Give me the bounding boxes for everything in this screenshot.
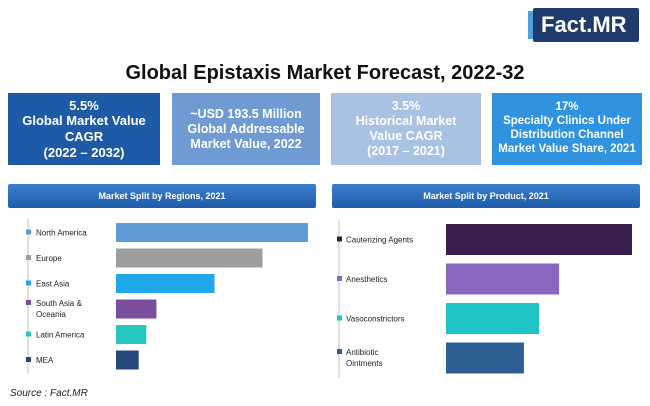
category-label: North America xyxy=(36,229,87,238)
bar xyxy=(446,342,524,374)
regions-bar-chart: North America Europe East Asia South Asia &… xyxy=(8,208,316,378)
kpi-label: Global Market Value xyxy=(22,113,146,129)
legend-marker xyxy=(26,300,31,305)
kpi-period: (2022 – 2032) xyxy=(43,144,125,160)
category-label: Antibiotic xyxy=(346,348,378,357)
category-label: Anesthetics xyxy=(346,275,387,284)
logo-accent xyxy=(528,11,533,39)
source-note: Source : Fact.MR xyxy=(10,388,88,399)
legend-marker xyxy=(26,255,31,260)
bar xyxy=(116,248,263,268)
legend-marker xyxy=(26,280,31,286)
kpi-market-value: ~USD 193.5 Million Global Addressable Ma… xyxy=(172,93,320,165)
page-title: Global Epistaxis Market Forecast, 2022-3… xyxy=(125,62,525,84)
regions-chart-svg: North America Europe East Asia South Asia &… xyxy=(26,219,308,374)
category-label: Vasoconstrictors xyxy=(346,315,405,324)
kpi-value: ~USD 193.5 Million xyxy=(190,106,302,121)
kpi-value: 3.5% xyxy=(391,99,421,113)
bar xyxy=(446,303,539,334)
bar xyxy=(116,274,215,293)
logo-text: Fact.MR xyxy=(541,12,627,37)
legend-marker xyxy=(26,331,31,337)
legend-marker xyxy=(337,236,342,242)
legend-marker xyxy=(337,315,342,321)
kpi-label: Market Value Share, 2021 xyxy=(498,142,636,155)
kpi-label: Historical Market xyxy=(355,114,457,128)
kpi-historical-cagr: 3.5% Historical Market Value CAGR (2017 … xyxy=(331,93,481,165)
regions-chart-title: Market Split by Regions, 2021 xyxy=(8,184,316,208)
bar xyxy=(116,325,147,344)
kpi-label: Specialty Clinics Under xyxy=(503,115,631,128)
kpi-label: Global Addressable xyxy=(187,121,305,136)
kpi-label: Value CAGR xyxy=(369,129,443,143)
kpi-value: 5.5% xyxy=(69,97,99,113)
category-label: Latin America xyxy=(36,331,85,340)
category-label: Oceania xyxy=(36,310,66,319)
product-bar-chart: Cauterizing Agents Anesthetics Vasoconstri… xyxy=(332,208,640,378)
legend-marker xyxy=(337,276,342,281)
bar xyxy=(116,350,139,370)
kpi-specialty-clinics-share: 17% Specialty Clinics Under Distribution… xyxy=(492,93,642,165)
category-label: East Asia xyxy=(36,280,70,289)
kpi-label: Market Value, 2022 xyxy=(190,136,302,151)
kpi-label: Distribution Channel xyxy=(510,129,624,141)
legend-marker xyxy=(26,229,31,235)
bar xyxy=(446,224,632,255)
product-chart-svg: Cauterizing Agents Anesthetics Vasoconstri… xyxy=(337,220,632,378)
category-label: South Asia & xyxy=(36,299,82,308)
category-label: Europe xyxy=(36,254,62,263)
bar xyxy=(116,223,308,242)
bar xyxy=(446,263,560,295)
kpi-global-cagr: 5.5% Global Market Value CAGR (2022 – 20… xyxy=(8,93,160,165)
product-chart-title: Market Split by Product, 2021 xyxy=(332,184,640,208)
legend-marker xyxy=(26,357,31,362)
category-label: Cauterizing Agents xyxy=(346,236,413,245)
bar xyxy=(116,299,157,319)
kpi-period: (2017 – 2021) xyxy=(367,144,445,158)
legend-marker xyxy=(337,349,342,354)
kpi-value: 17% xyxy=(555,101,579,114)
category-label: Ointments xyxy=(346,359,382,368)
category-label: MEA xyxy=(36,356,54,365)
kpi-label: CAGR xyxy=(64,129,104,144)
fact-mr-logo: Fact.MR xyxy=(533,8,639,42)
